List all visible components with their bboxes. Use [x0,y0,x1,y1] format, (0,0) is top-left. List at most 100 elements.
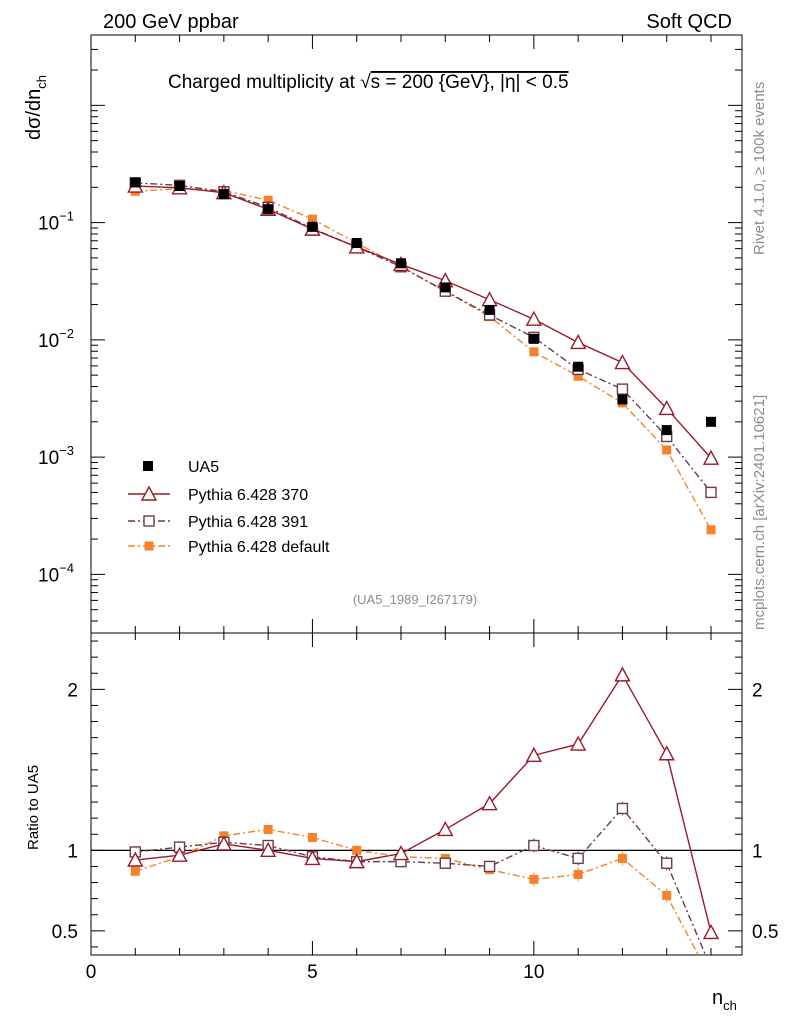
series-point-ratio [525,746,543,763]
series-point-ratio [573,870,583,879]
legend-label: Pythia 6.428 391 [188,514,308,531]
ratio-series [135,673,712,955]
data-point [307,221,318,232]
y-axis-label-ratio: Ratio to UA5 [25,765,42,850]
top-series [135,182,712,531]
markers [127,177,720,940]
y-tick-label-ratio: 0.5 [52,922,78,943]
y-tick-label-ratio: 2 [67,680,78,701]
series-point-top [569,333,587,350]
series-point-top [614,354,631,370]
series-line-ratio [135,828,700,955]
header-right: Soft QCD [646,11,732,33]
legend-marker [140,485,158,501]
series-point-top [705,486,717,499]
side-text-mcplots: mcplots.cern.ch [arXiv:2401.10621] [751,395,768,630]
legend-label: Pythia 6.428 370 [188,487,308,504]
y-axis-label-top-sub: ch [34,75,49,89]
series-point-ratio [439,857,451,869]
legend-label-data: UA5 [188,459,219,476]
series-point-ratio [483,860,496,873]
data-point [484,304,495,315]
x-axis-label-main: n [712,987,723,1009]
legend-label: Pythia 6.428 default [188,539,330,556]
series-line-ratio [135,807,707,955]
x-tick-label: 5 [307,962,318,983]
series-point-ratio [658,745,675,761]
data-point [706,416,716,427]
data-point [218,189,229,200]
y-tick-label-top: 10−2 [38,326,74,352]
series-point-ratio [348,853,365,869]
series-point-top [706,525,716,535]
legend-marker-data [143,461,153,471]
series-point-top [529,347,539,357]
chart-title-sqrt: √ [360,72,371,93]
series-point-ratio [481,795,498,811]
series-point-top [702,449,720,465]
data-point [573,361,584,372]
y-tick-label-ratio-right: 0.5 [752,922,778,943]
y-tick-label-top: 10−3 [38,443,74,469]
data-point [661,425,672,436]
series-line-top [135,185,712,459]
x-tick-label: 10 [523,962,544,983]
header-left: 200 GeV ppbar [103,11,239,33]
x-axis-label-sub: ch [723,998,737,1013]
series-line-top [135,187,712,531]
legend-marker [144,541,154,551]
y-tick-label-top: 10−1 [38,209,74,235]
series-point-ratio [616,802,629,815]
series-point-ratio [702,923,720,940]
series-point-ratio [617,853,627,863]
series-point-ratio [614,666,631,682]
series-line-ratio [135,673,712,933]
legend: UA5 Pythia 6.428 370 Pythia 6.428 391 Pythi… [128,459,330,556]
series-point-ratio [130,866,140,876]
series-point-ratio [215,835,233,851]
series-point-top [525,310,543,326]
series-point-ratio [569,735,587,751]
ratio-panel-frame [90,632,743,956]
series-point-ratio [529,874,539,884]
series-point-ratio [662,890,672,900]
data-point [396,258,406,269]
series-point-top [616,383,629,395]
data-point [130,177,141,188]
y-axis-label-top: dσ/dnch [23,75,49,140]
data-point [440,282,451,293]
curves [135,182,712,955]
series-point-ratio [307,832,317,842]
side-text-rivet: Rivet 4.1.0, ≥ 100k events [751,82,768,255]
chart-title: Charged multiplicity at √s = 200 {GeV}, … [168,72,569,93]
y-axis-label-top-main: dσ/dn [23,89,45,140]
x-axis-label: nch [712,987,737,1013]
series-point-ratio [528,839,540,852]
x-tick-label: 0 [86,962,97,983]
data-point [528,333,539,344]
series-point-ratio [304,849,321,866]
chart-title-suffix: s = 200 {GeV}, |η| < 0.5 [371,72,569,93]
series-point-top [481,291,498,307]
chart-title-prefix: Charged multiplicity at [168,72,360,93]
ratio-markers [127,666,720,940]
series-line-top [135,182,712,493]
series-point-ratio [263,824,273,834]
y-tick-label-ratio: 1 [67,841,78,862]
data-point [617,394,628,405]
data-point [174,181,185,192]
data-point [263,204,274,215]
series-point-ratio [171,846,188,862]
y-tick-label-ratio-right: 2 [752,680,763,701]
y-tick-label-ratio-right: 1 [752,841,763,862]
series-point-ratio [437,820,454,837]
series-point-top [662,445,672,455]
analysis-tag: (UA5_1989_I267179) [353,592,477,607]
series-point-ratio [392,845,410,861]
data-point [351,238,362,249]
top-markers [127,177,720,535]
series-point-ratio [259,841,277,858]
series-point-ratio [127,851,144,867]
